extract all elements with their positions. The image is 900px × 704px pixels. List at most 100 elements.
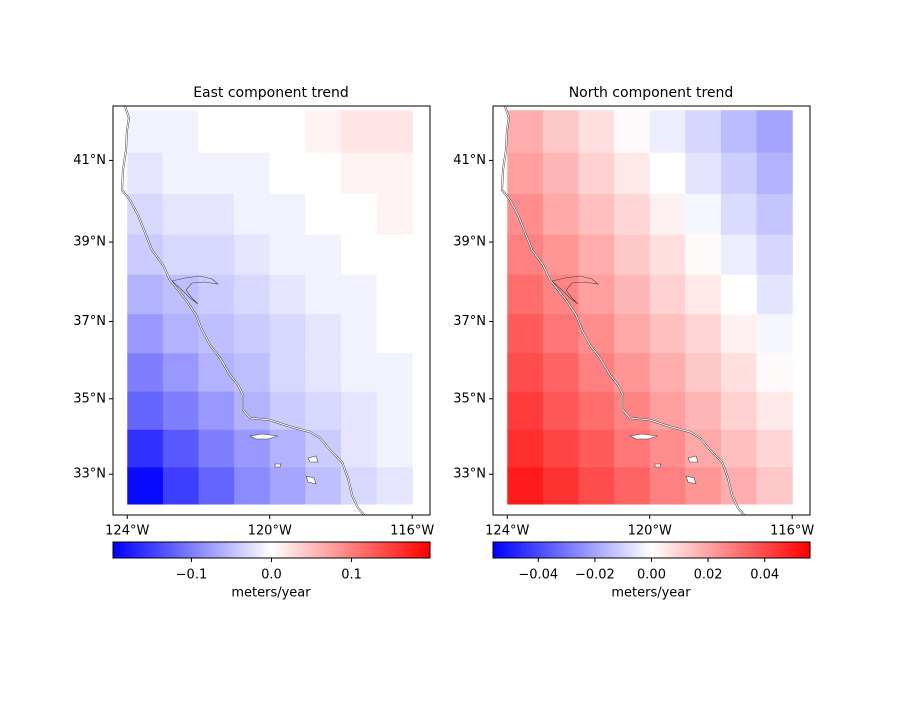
colorbar-tick-label: 0.04 [750, 568, 779, 583]
cell [127, 110, 164, 153]
axes-frame [112, 105, 431, 516]
cell [234, 466, 271, 505]
cell [198, 391, 235, 430]
cell [507, 234, 544, 275]
cell [756, 429, 793, 468]
cell [542, 110, 580, 153]
cell [127, 152, 164, 194]
cell [269, 234, 306, 275]
colorbar-tick-label: −0.1 [176, 568, 208, 583]
y-tick-label: 37°N [73, 314, 106, 329]
cell [127, 391, 164, 430]
cell [127, 234, 164, 275]
cell [127, 429, 164, 468]
cell [269, 152, 306, 194]
cell [720, 429, 758, 468]
cell [269, 429, 306, 468]
cell [305, 110, 342, 153]
cell [127, 274, 164, 315]
cell [614, 274, 651, 315]
cell [305, 193, 342, 235]
cell [649, 110, 686, 153]
cell [376, 193, 413, 235]
cell [542, 466, 580, 505]
cell [720, 193, 758, 235]
cell [756, 391, 793, 430]
cell [376, 274, 413, 315]
axes-frame [492, 105, 811, 516]
cell [162, 391, 200, 430]
cell [198, 193, 235, 235]
cell [756, 313, 793, 354]
cell [685, 274, 722, 315]
cell [507, 110, 544, 153]
cell [578, 193, 615, 235]
cell [162, 352, 200, 392]
x-tick-label: 116°W [770, 524, 814, 539]
cell [756, 352, 793, 392]
cell [649, 274, 686, 315]
cell [162, 466, 200, 505]
field [127, 110, 413, 505]
cell [234, 234, 271, 275]
cell [720, 274, 758, 315]
chart-title: North component trend [569, 85, 734, 101]
cell [720, 110, 758, 153]
cell [720, 152, 758, 194]
y-tick-label: 41°N [73, 153, 106, 168]
cell [507, 313, 544, 354]
y-tick-label: 33°N [453, 467, 486, 482]
cell [198, 466, 235, 505]
cell [340, 234, 378, 275]
y-tick-label: 33°N [73, 467, 106, 482]
cell [376, 429, 413, 468]
cell [162, 234, 200, 275]
colorbar-tick-label: 0.00 [637, 568, 666, 583]
cell [507, 193, 544, 235]
cell [614, 352, 651, 392]
cell [376, 352, 413, 392]
cell [542, 152, 580, 194]
cell [685, 352, 722, 392]
cell [542, 352, 580, 392]
cell [340, 429, 378, 468]
cell [542, 313, 580, 354]
cell [162, 313, 200, 354]
cell [234, 391, 271, 430]
x-tick-label: 120°W [248, 524, 292, 539]
cell [376, 234, 413, 275]
cell [685, 466, 722, 505]
y-tick-label: 41°N [453, 153, 486, 168]
cell [340, 152, 378, 194]
cell [649, 152, 686, 194]
cell [198, 429, 235, 468]
cell [507, 429, 544, 468]
colorbar-tick-label: −0.02 [575, 568, 615, 583]
cell [305, 234, 342, 275]
cell [685, 110, 722, 153]
colorbar-tick-label: 0.0 [261, 568, 282, 583]
cell [614, 313, 651, 354]
cell [127, 466, 164, 505]
cell [507, 352, 544, 392]
cell [234, 313, 271, 354]
cell [198, 152, 235, 194]
cell [234, 352, 271, 392]
cell [649, 352, 686, 392]
cell [340, 274, 378, 315]
cell [685, 234, 722, 275]
cell [340, 313, 378, 354]
cell [720, 313, 758, 354]
cell [305, 152, 342, 194]
cell [305, 352, 342, 392]
cell [614, 193, 651, 235]
cell [162, 110, 200, 153]
cell [162, 429, 200, 468]
colorbar-tick-label: 0.02 [694, 568, 723, 583]
x-tick-label: 124°W [105, 524, 149, 539]
field [507, 110, 793, 505]
cell [685, 152, 722, 194]
cell [578, 234, 615, 275]
cell [269, 274, 306, 315]
cell [198, 274, 235, 315]
